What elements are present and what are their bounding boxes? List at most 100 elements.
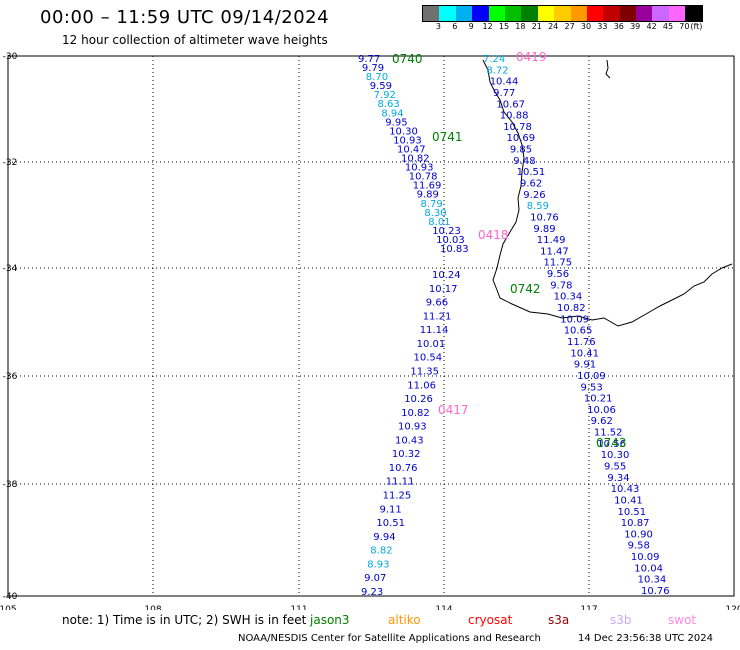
wave-height-label: 8.93 <box>367 559 389 570</box>
footnote: note: 1) Time is in UTC; 2) SWH is in fe… <box>62 613 307 627</box>
legend-tick-label: 45 <box>662 22 674 31</box>
legend-tick-label: 36 <box>613 22 624 31</box>
lat-tick-label: -30 <box>3 52 18 62</box>
wave-height-label: 10.83 <box>440 244 469 255</box>
wave-height-label: 9.95 <box>385 117 407 128</box>
map-subtitle: 12 hour collection of altimeter wave hei… <box>62 33 328 47</box>
wave-height-label: 10.26 <box>404 394 433 405</box>
color-legend-bar <box>422 5 703 22</box>
wave-height-label: 9.62 <box>591 416 613 427</box>
wave-height-label: 9.77 <box>358 54 380 65</box>
legend-tick-label: 18 <box>515 22 526 31</box>
lat-tick-label: -32 <box>3 158 18 168</box>
wave-height-label: 9.66 <box>426 298 448 309</box>
wave-height-label: 9.48 <box>513 156 535 167</box>
wave-height-label: 10.34 <box>638 575 667 586</box>
legend-tick-label: 33 <box>597 22 608 31</box>
wave-height-label: 10.09 <box>577 371 606 382</box>
wave-height-label: 10.09 <box>560 314 589 325</box>
legend-tick-label: 3 <box>435 22 441 31</box>
generation-timestamp: 14 Dec 23:56:38 UTC 2024 <box>578 633 713 644</box>
wave-height-label: 9.78 <box>550 280 572 291</box>
wave-height-label: 10.54 <box>414 353 443 364</box>
wave-height-label: 10.43 <box>611 484 640 495</box>
wave-height-label: 10.51 <box>376 518 405 529</box>
wave-height-label: 9.53 <box>581 382 603 393</box>
legend-swatch <box>472 6 489 21</box>
legend-swatch <box>455 6 473 21</box>
legend-swatch <box>537 6 555 21</box>
lon-tick-label: 114 <box>435 605 452 610</box>
wave-height-label: 10.76 <box>530 213 559 224</box>
wave-height-label: 7.92 <box>374 90 396 101</box>
legend-tick-label: 15 <box>498 22 510 31</box>
lat-tick-label: -38 <box>3 480 18 490</box>
wave-height-label: 10.82 <box>557 303 586 314</box>
wave-height-label: 11.25 <box>383 491 412 502</box>
wave-height-label: 10.03 <box>436 235 465 246</box>
wave-height-label: 11.35 <box>410 367 439 378</box>
legend-swatch <box>570 6 587 21</box>
legend-swatch <box>685 6 702 21</box>
wave-height-label: 10.30 <box>389 126 418 137</box>
legend-swatch <box>586 6 604 21</box>
legend-tick-label: 30 <box>580 22 592 31</box>
wave-height-label: 9.94 <box>373 532 395 543</box>
wave-height-label: 10.17 <box>429 284 458 295</box>
legend-tick-label: 39 <box>630 22 641 31</box>
wave-height-label: 8.79 <box>421 199 443 210</box>
pass-label: 0419 <box>516 50 547 64</box>
lat-tick-label: -34 <box>3 264 18 274</box>
legend-swatch <box>636 6 653 21</box>
wave-height-label: 11.21 <box>423 311 452 322</box>
wave-height-label: 10.23 <box>432 226 461 237</box>
lon-tick-label: 105 <box>0 605 17 610</box>
wave-height-label: 10.51 <box>517 167 546 178</box>
pass-label: 0417 <box>438 403 469 417</box>
wave-height-label: 11.06 <box>407 380 436 391</box>
wave-height-label: 8.72 <box>486 65 508 76</box>
wave-height-label: 11.52 <box>594 428 623 439</box>
legend-unit: (ft) <box>690 22 703 31</box>
pass-label: 0740 <box>392 52 423 66</box>
wave-height-label: 10.82 <box>401 408 430 419</box>
wave-height-label: 11.69 <box>413 181 442 192</box>
wave-height-label: 11.76 <box>567 337 596 348</box>
legend-swatch <box>439 6 456 21</box>
color-legend-labels: 3 6 9 12 15 18 21 24 27 30 33 36 39 42 45 70 (ft) <box>422 22 740 32</box>
legend-swatch <box>423 6 440 21</box>
wave-height-label: 11.14 <box>420 325 449 336</box>
wave-height-label: 9.07 <box>364 573 386 584</box>
pass-label: 0742 <box>510 282 541 296</box>
legend-tick-label: 6 <box>452 22 458 31</box>
pass-label: 0743 <box>596 436 627 450</box>
wave-height-label: 9.91 <box>574 360 596 371</box>
wave-height-label: 8.59 <box>527 201 549 212</box>
wave-height-label: 8.30 <box>424 208 446 219</box>
lat-tick-label: -40 <box>3 592 18 602</box>
wave-height-map: 105 108 111 114 117 120 -30 -32 -34 -36 -38 -40 9.7… <box>0 50 740 610</box>
legend-swatch <box>603 6 620 21</box>
wave-height-label: 7.24 <box>483 54 505 65</box>
wave-height-label: 11.75 <box>544 258 573 269</box>
wave-height-label: 10.82 <box>401 154 430 165</box>
legend-tick-label: 27 <box>564 22 575 31</box>
wave-height-label: 10.65 <box>564 326 593 337</box>
wave-height-label: 10.41 <box>570 348 599 359</box>
wave-height-label: 9.85 <box>510 145 532 156</box>
wave-height-label: 10.87 <box>621 518 650 529</box>
lon-tick-label: 111 <box>290 605 307 610</box>
legend-tick-label: 9 <box>468 22 474 31</box>
wave-height-label: 10.47 <box>397 145 426 156</box>
satellite-legend-item: s3a <box>548 613 570 627</box>
satellite-legend-item: cryosat <box>468 613 513 627</box>
wave-height-label: 10.41 <box>614 495 643 506</box>
satellite-legend-item: altiko <box>388 613 421 627</box>
wave-height-label: 8.01 <box>428 217 450 228</box>
lon-tick-label: 120 <box>725 605 740 610</box>
wave-height-label: 9.26 <box>523 190 545 201</box>
wave-height-label: 10.51 <box>618 507 647 518</box>
satellite-legend-item: swot <box>668 613 697 627</box>
wave-height-label: 10.01 <box>417 339 446 350</box>
wave-height-label: 10.09 <box>631 552 660 563</box>
